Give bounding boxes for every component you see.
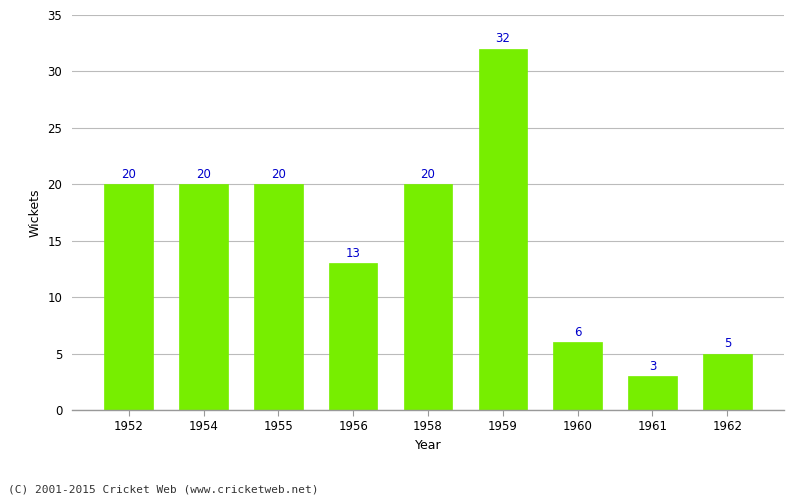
Text: 20: 20 (196, 168, 211, 181)
Text: 32: 32 (495, 32, 510, 46)
Y-axis label: Wickets: Wickets (29, 188, 42, 237)
Bar (554, 342, 602, 410)
Text: (C) 2001-2015 Cricket Web (www.cricketweb.net): (C) 2001-2015 Cricket Web (www.cricketwe… (8, 485, 318, 495)
Bar (703, 354, 752, 410)
Text: 20: 20 (271, 168, 286, 181)
Bar (404, 184, 452, 410)
Text: 5: 5 (724, 337, 731, 350)
Bar (329, 264, 378, 410)
Text: 13: 13 (346, 247, 361, 260)
Bar (478, 49, 527, 410)
Text: 3: 3 (649, 360, 656, 373)
Bar (179, 184, 228, 410)
Text: 20: 20 (122, 168, 136, 181)
Bar (254, 184, 302, 410)
Bar (628, 376, 677, 410)
Bar (104, 184, 153, 410)
X-axis label: Year: Year (414, 439, 442, 452)
Text: 20: 20 (421, 168, 435, 181)
Text: 6: 6 (574, 326, 582, 339)
